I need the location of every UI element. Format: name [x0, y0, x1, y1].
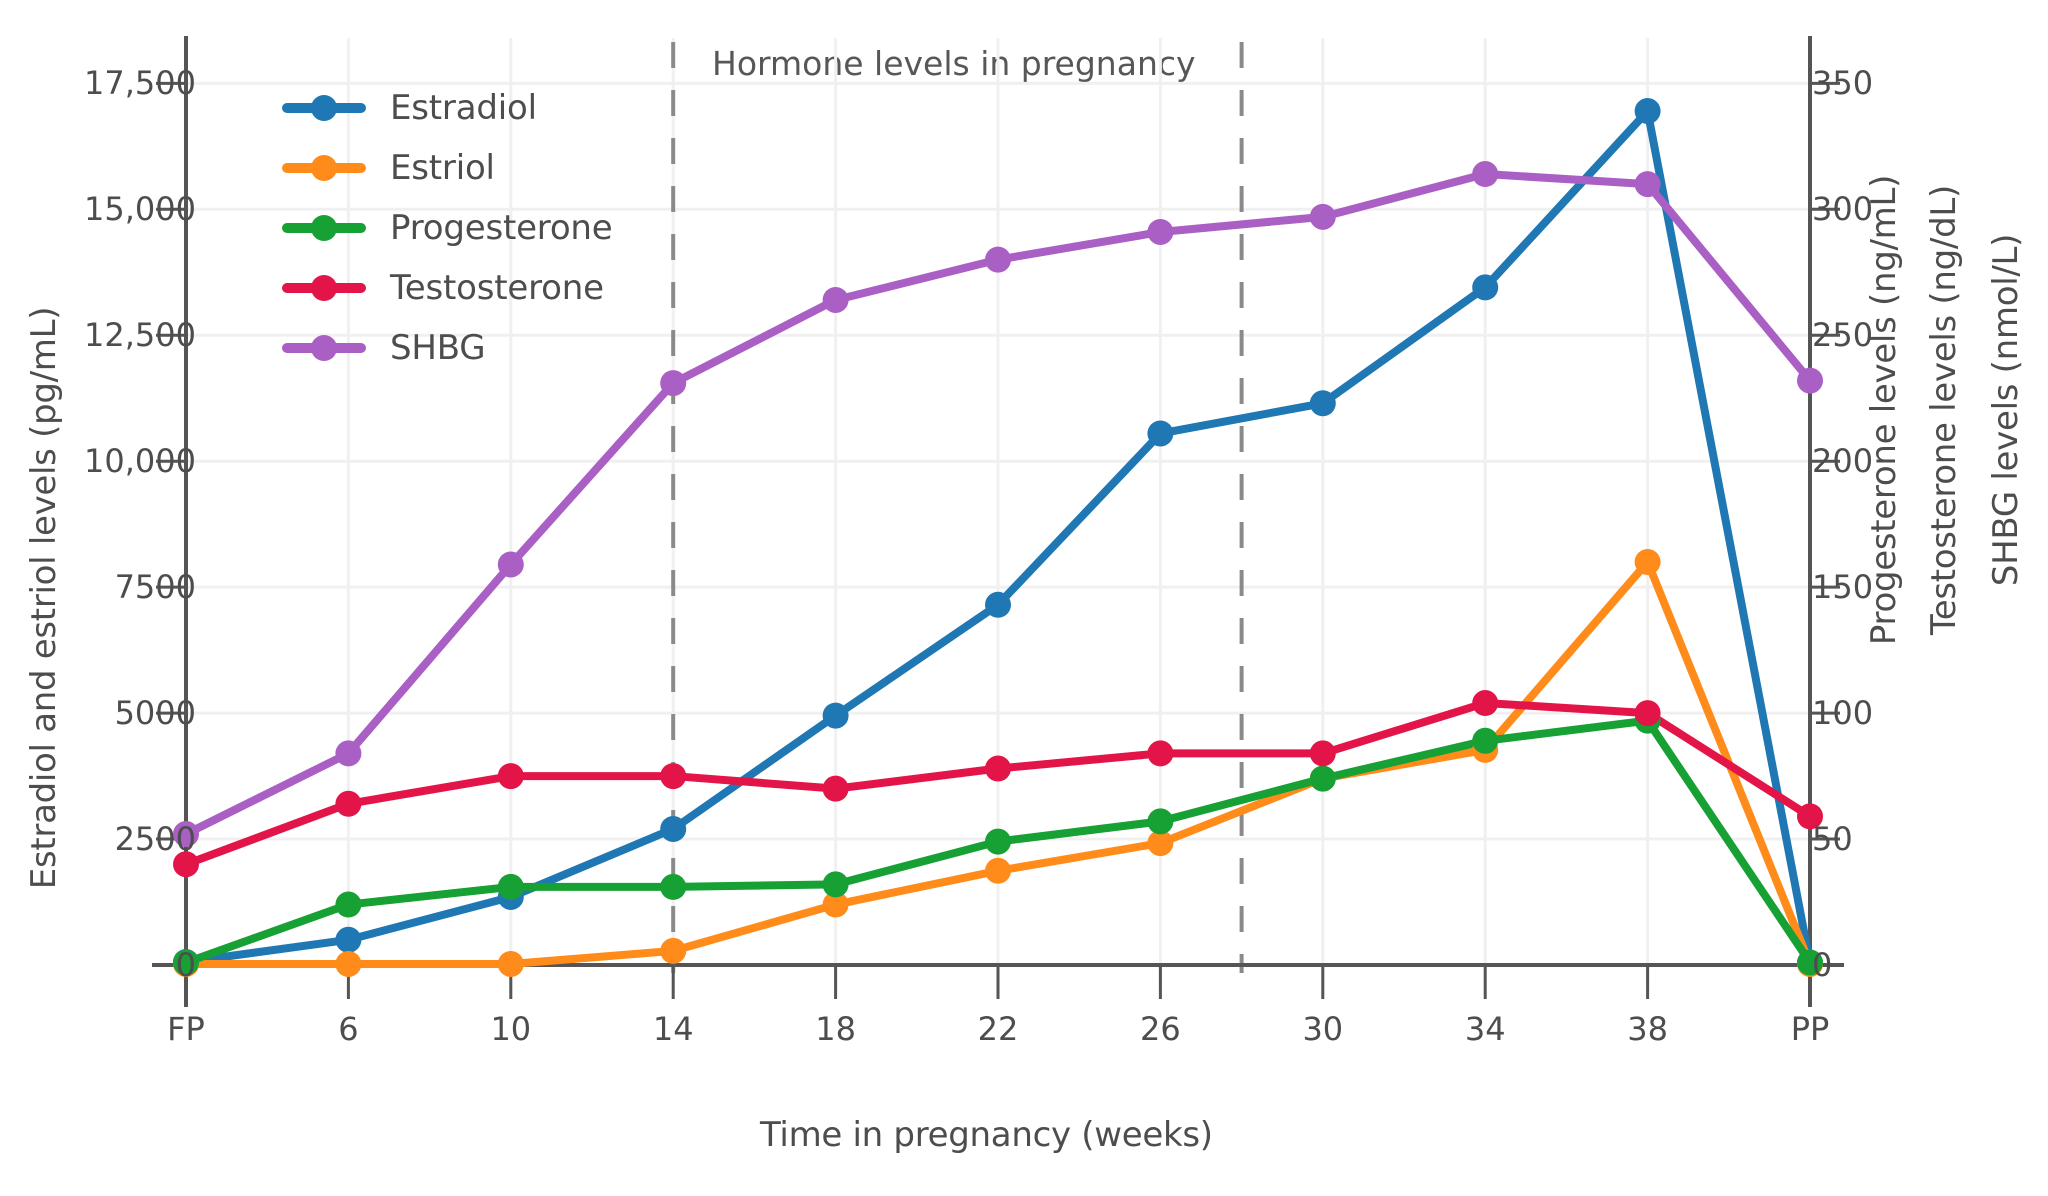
legend-swatch-icon [282, 215, 366, 241]
data-point-estradiol [1147, 420, 1174, 447]
y-axis-right-tick-label: 300 [1812, 190, 1874, 229]
legend-item-testosterone[interactable]: Testosterone [282, 258, 613, 318]
data-point-shbg [173, 821, 199, 848]
x-axis-tick-label: FP [167, 1010, 205, 1048]
legend-label: Estriol [390, 148, 495, 188]
x-axis-tick-label: 30 [1302, 1010, 1344, 1048]
legend-label: Estradiol [390, 88, 537, 128]
legend-marker-icon [311, 335, 337, 361]
x-axis-tick-label: 26 [1140, 1010, 1181, 1048]
y-axis-left-tick-label: 0 [175, 946, 196, 984]
data-point-estriol [985, 857, 1011, 884]
y-axis-left-tick-label: 10,000 [84, 442, 196, 481]
data-point-shbg [497, 551, 524, 578]
legend-item-estradiol[interactable]: Estradiol [282, 78, 613, 138]
x-axis-tick-label: 10 [490, 1010, 532, 1048]
x-axis-tick-label: 22 [977, 1010, 1019, 1048]
data-point-estradiol [822, 702, 849, 729]
legend-swatch-icon [282, 335, 366, 361]
y-axis-right-tick-label: 50 [1812, 820, 1853, 859]
y-axis-left-tick-label: 5000 [114, 694, 196, 733]
chart-legend: Estradiol Estriol Progesterone Testosterone… [282, 78, 613, 378]
y-axis-left-tick-label: 2500 [114, 820, 196, 859]
x-axis-tick-label: 18 [815, 1010, 856, 1048]
data-point-progesterone [173, 949, 199, 976]
legend-label: Testosterone [390, 268, 604, 308]
legend-item-estriol[interactable]: Estriol [282, 138, 613, 198]
data-point-estradiol [335, 926, 362, 953]
data-point-progesterone [1309, 765, 1336, 792]
data-point-progesterone [1472, 727, 1499, 754]
data-point-shbg [335, 740, 362, 767]
legend-swatch-icon [282, 95, 366, 121]
y-axis-right-tick-label: 100 [1812, 694, 1874, 733]
data-point-testosterone [1309, 740, 1336, 767]
y-axis-right-tick-label: 0 [1812, 946, 1833, 984]
data-point-testosterone [1634, 700, 1661, 727]
y-axis-right-tick-label: 150 [1812, 568, 1874, 607]
data-point-shbg [1147, 218, 1174, 245]
legend-marker-icon [311, 215, 337, 241]
data-point-progesterone [1147, 808, 1174, 835]
data-point-shbg [1634, 171, 1661, 198]
data-point-estradiol [1634, 98, 1661, 125]
data-point-estriol [822, 891, 849, 918]
x-axis-tick-label: PP [1790, 1010, 1830, 1048]
data-point-estradiol [1472, 274, 1499, 301]
x-axis-tick-label: 38 [1627, 1010, 1668, 1048]
data-point-shbg [985, 246, 1011, 273]
x-axis-tick-label: 14 [652, 1010, 694, 1048]
data-point-estriol [660, 937, 687, 964]
data-point-testosterone [1472, 690, 1499, 717]
data-point-estriol [1147, 830, 1174, 857]
data-point-progesterone [822, 871, 849, 898]
data-point-estriol [335, 950, 362, 977]
x-axis-tick-label: 6 [338, 1010, 359, 1048]
legend-marker-icon [311, 95, 337, 121]
data-point-shbg [1309, 203, 1336, 230]
data-point-estradiol [1309, 390, 1336, 417]
data-point-progesterone [497, 873, 524, 900]
data-point-testosterone [660, 763, 687, 790]
data-point-progesterone [1797, 949, 1823, 976]
data-point-shbg [1797, 367, 1823, 394]
data-point-progesterone [335, 891, 362, 918]
y-axis-left-tick-label: 12,500 [84, 316, 196, 355]
data-point-shbg [1472, 161, 1499, 188]
y-axis-right-tick-label: 350 [1812, 64, 1874, 103]
data-point-testosterone [1797, 803, 1823, 830]
legend-label: Progesterone [390, 208, 613, 248]
legend-label: SHBG [390, 328, 486, 368]
legend-swatch-icon [282, 275, 366, 301]
data-point-estradiol [660, 815, 687, 842]
legend-marker-icon [311, 155, 337, 181]
y-axis-left-tick-label: 17,500 [84, 64, 196, 103]
y-axis-left-tick-label: 15,000 [84, 190, 196, 229]
data-point-testosterone [335, 790, 362, 817]
y-axis-right-tick-label: 200 [1812, 442, 1874, 481]
data-point-testosterone [985, 755, 1011, 782]
y-axis-left-tick-label: 7500 [114, 568, 196, 607]
data-point-testosterone [822, 775, 849, 802]
data-point-shbg [660, 370, 687, 397]
data-point-estradiol [985, 591, 1011, 618]
data-point-testosterone [1147, 740, 1174, 767]
legend-item-shbg[interactable]: SHBG [282, 318, 613, 378]
legend-marker-icon [311, 275, 337, 301]
data-point-progesterone [660, 873, 687, 900]
y-axis-right-tick-label: 250 [1812, 316, 1874, 355]
chart-title: Hormone levels in pregnancy [712, 44, 1196, 83]
x-axis-tick-label: 34 [1464, 1010, 1506, 1048]
data-point-shbg [822, 286, 849, 313]
data-point-progesterone [985, 828, 1011, 855]
data-point-estriol [1634, 548, 1661, 575]
data-point-testosterone [173, 851, 199, 878]
legend-swatch-icon [282, 155, 366, 181]
data-point-testosterone [497, 763, 524, 790]
legend-item-progesterone[interactable]: Progesterone [282, 198, 613, 258]
x-axis-title: Time in pregnancy (weeks) [760, 1115, 1213, 1155]
data-point-estriol [497, 950, 524, 977]
